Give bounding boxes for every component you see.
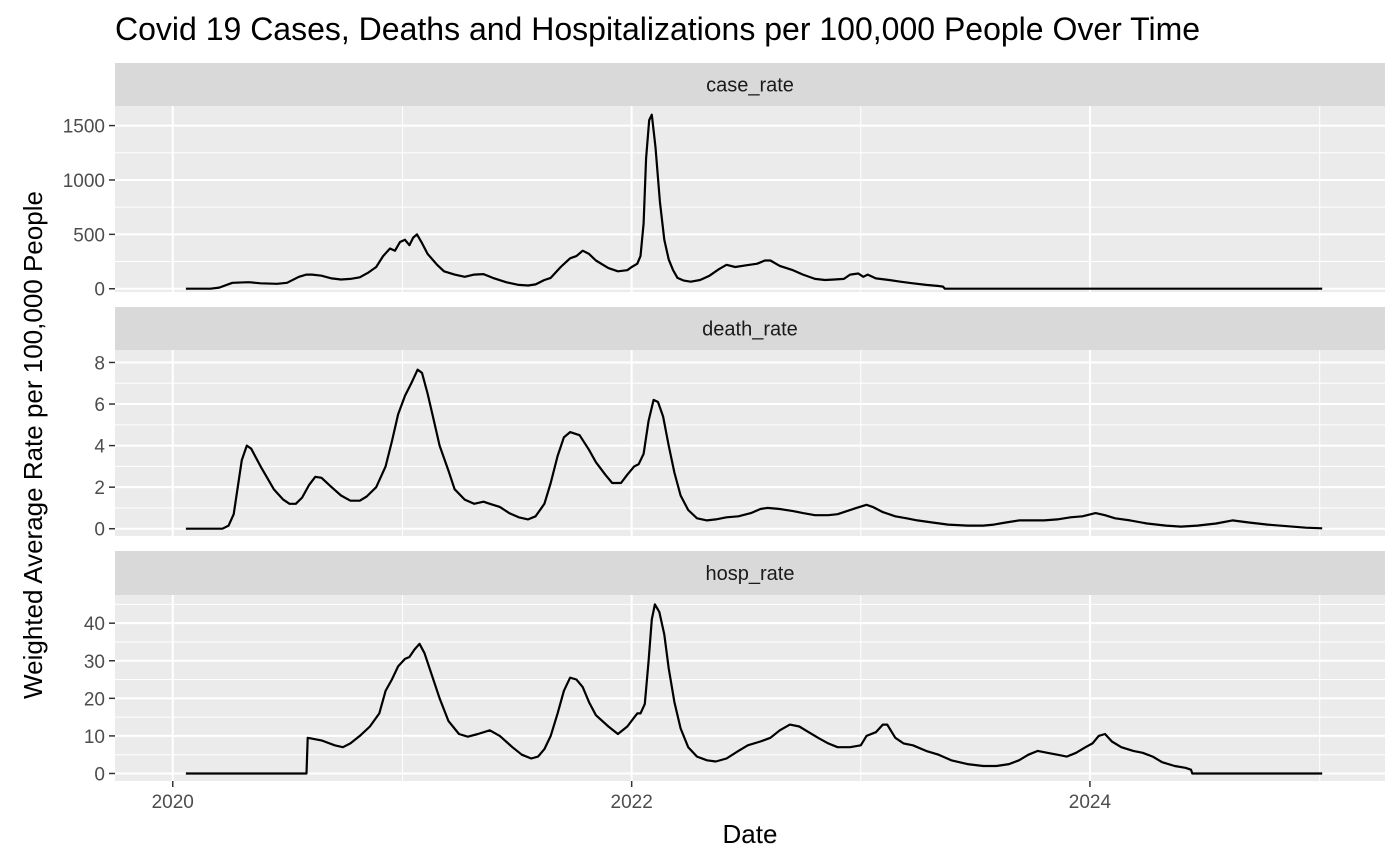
x-tick-label: 2020 <box>152 792 194 813</box>
chart-title: Covid 19 Cases, Deaths and Hospitalizati… <box>115 11 1200 47</box>
facet-strip <box>115 307 1385 350</box>
panel-background <box>115 106 1385 292</box>
x-tick-label: 2024 <box>1069 792 1112 813</box>
facet-panel-case_rate: case_rate 0 500 1000 1500 <box>63 63 1385 301</box>
facet-strip-label: death_rate <box>702 319 798 341</box>
series-line-case_rate <box>185 113 1323 290</box>
series-line-hosp_rate <box>185 603 1323 775</box>
panel-background <box>115 595 1385 781</box>
y-tick-label: 30 <box>84 652 105 673</box>
x-axis-title: Date <box>723 819 778 849</box>
facet-strip-label: hosp_rate <box>706 563 795 585</box>
y-tick-label: 20 <box>84 689 105 710</box>
panel-background <box>115 350 1385 536</box>
y-tick-label: 10 <box>84 727 105 748</box>
y-tick-label: 1000 <box>63 171 105 192</box>
facet-panels: case_rate 0 500 1000 1500 death_rate 0 2 4 6 8 hosp… <box>63 63 1385 785</box>
y-tick-label: 8 <box>94 353 105 374</box>
y-tick-label: 4 <box>94 437 105 458</box>
x-axis: 2020 2022 2024 <box>152 781 1112 813</box>
facet-strip <box>115 63 1385 106</box>
y-tick-label: 500 <box>73 225 105 246</box>
y-tick-label: 1500 <box>63 117 105 138</box>
y-tick-label: 2 <box>94 478 105 499</box>
facet-strip <box>115 551 1385 595</box>
facet-panel-death_rate: death_rate 0 2 4 6 8 <box>94 307 1385 541</box>
x-tick-label: 2022 <box>611 792 653 813</box>
y-axis-title: Weighted Average Rate per 100,000 People <box>18 191 48 699</box>
series-line-death_rate <box>185 368 1323 530</box>
y-tick-label: 0 <box>94 764 105 785</box>
y-tick-label: 0 <box>94 520 105 541</box>
facet-strip-label: case_rate <box>706 75 794 97</box>
y-tick-label: 40 <box>84 614 105 635</box>
y-tick-label: 0 <box>94 280 105 301</box>
facet-panel-hosp_rate: hosp_rate 0 10 20 30 40 <box>84 551 1385 785</box>
y-tick-label: 6 <box>94 395 105 416</box>
